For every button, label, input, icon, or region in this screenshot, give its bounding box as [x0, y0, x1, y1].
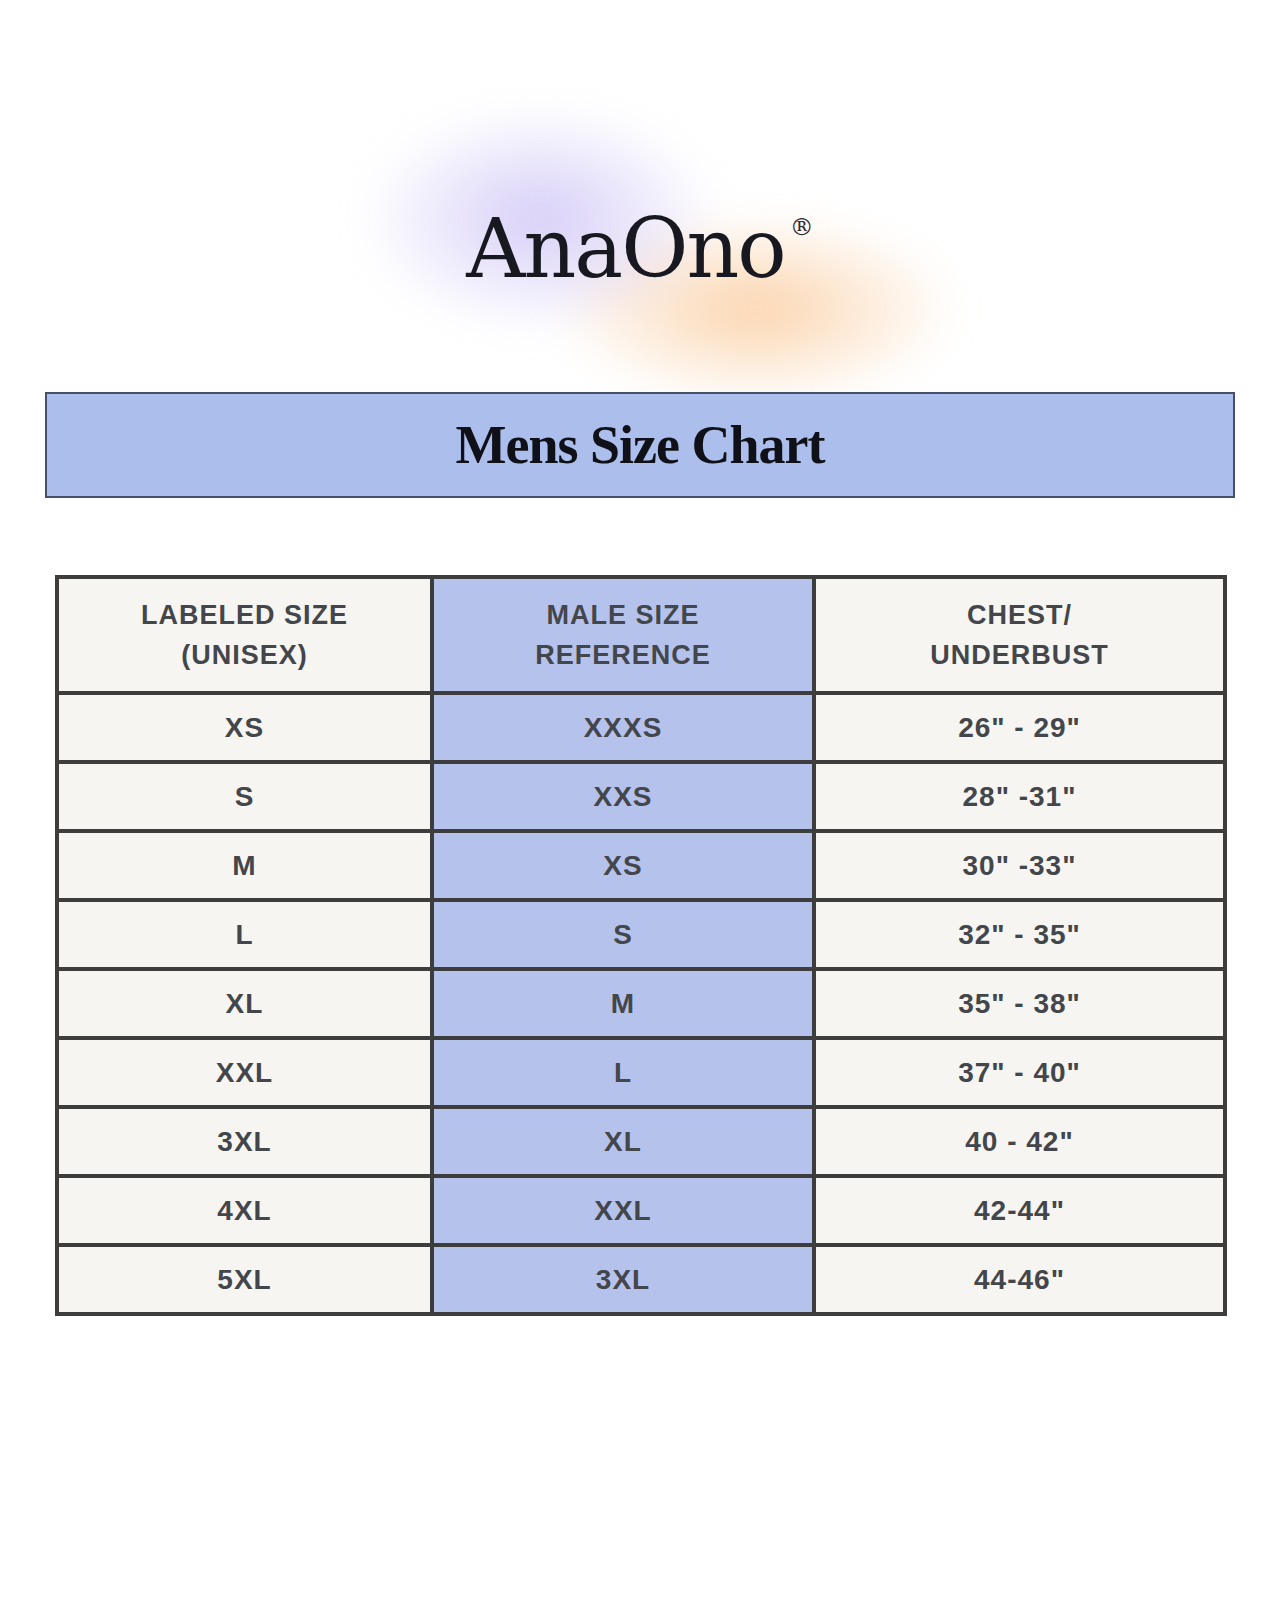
male-size-cell: XXXS [432, 693, 814, 762]
table-row: SXXS28" -31" [57, 762, 1225, 831]
col-header-line: UNDERBUST [816, 635, 1223, 676]
table-row: XLM35" - 38" [57, 969, 1225, 1038]
brand-logo-text: AnaOno [466, 201, 784, 296]
male-size-cell: S [432, 900, 814, 969]
brand-logo: AnaOno® [0, 208, 1280, 290]
labeled-size-cell: XL [57, 969, 432, 1038]
male-size-cell: 3XL [432, 1245, 814, 1314]
col-header-line: (UNISEX) [59, 635, 430, 676]
col-header-line: LABELED SIZE [59, 595, 430, 636]
male-size-cell: XXS [432, 762, 814, 831]
labeled-size-cell: L [57, 900, 432, 969]
table-row: LS32" - 35" [57, 900, 1225, 969]
table-row: XXLL37" - 40" [57, 1038, 1225, 1107]
registered-trademark-icon: ® [790, 215, 814, 239]
table-row: XSXXXS26" - 29" [57, 693, 1225, 762]
table-row: 4XLXXL42-44" [57, 1176, 1225, 1245]
chest-underbust-cell: 32" - 35" [814, 900, 1225, 969]
labeled-size-cell: XS [57, 693, 432, 762]
male-size-cell: XL [432, 1107, 814, 1176]
header-row: LABELED SIZE (UNISEX) MALE SIZE REFERENC… [57, 577, 1225, 693]
chest-underbust-cell: 44-46" [814, 1245, 1225, 1314]
col-header-chest-underbust: CHEST/ UNDERBUST [814, 577, 1225, 693]
table-header: LABELED SIZE (UNISEX) MALE SIZE REFERENC… [57, 577, 1225, 693]
chest-underbust-cell: 37" - 40" [814, 1038, 1225, 1107]
col-header-line: MALE SIZE [434, 595, 812, 636]
chest-underbust-cell: 30" -33" [814, 831, 1225, 900]
male-size-cell: XS [432, 831, 814, 900]
table-row: 3XLXL40 - 42" [57, 1107, 1225, 1176]
labeled-size-cell: 5XL [57, 1245, 432, 1314]
title-banner: Mens Size Chart [45, 392, 1235, 498]
col-header-line: CHEST/ [816, 595, 1223, 636]
chest-underbust-cell: 42-44" [814, 1176, 1225, 1245]
chest-underbust-cell: 28" -31" [814, 762, 1225, 831]
chest-underbust-cell: 26" - 29" [814, 693, 1225, 762]
col-header-line: REFERENCE [434, 635, 812, 676]
labeled-size-cell: XXL [57, 1038, 432, 1107]
male-size-cell: L [432, 1038, 814, 1107]
size-chart-table: LABELED SIZE (UNISEX) MALE SIZE REFERENC… [55, 575, 1227, 1316]
labeled-size-cell: M [57, 831, 432, 900]
chest-underbust-cell: 35" - 38" [814, 969, 1225, 1038]
col-header-labeled-size: LABELED SIZE (UNISEX) [57, 577, 432, 693]
table-body: XSXXXS26" - 29"SXXS28" -31"MXS30" -33"LS… [57, 693, 1225, 1314]
labeled-size-cell: 3XL [57, 1107, 432, 1176]
table-row: 5XL3XL44-46" [57, 1245, 1225, 1314]
male-size-cell: XXL [432, 1176, 814, 1245]
male-size-cell: M [432, 969, 814, 1038]
chest-underbust-cell: 40 - 42" [814, 1107, 1225, 1176]
col-header-male-size-reference: MALE SIZE REFERENCE [432, 577, 814, 693]
labeled-size-cell: S [57, 762, 432, 831]
page-title: Mens Size Chart [456, 414, 825, 476]
table-row: MXS30" -33" [57, 831, 1225, 900]
labeled-size-cell: 4XL [57, 1176, 432, 1245]
